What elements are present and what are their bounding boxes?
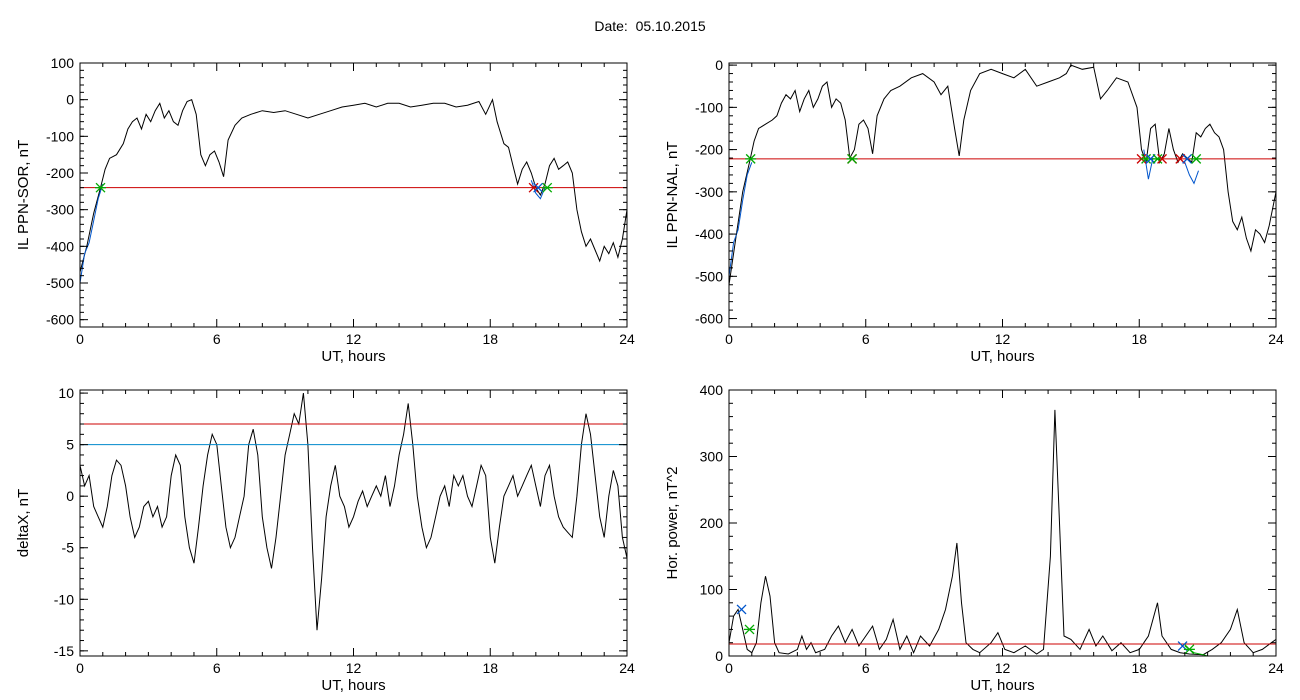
- marker-3: [846, 153, 858, 164]
- x-tick-label: 18: [482, 331, 498, 347]
- marker-1: [745, 153, 757, 164]
- y-tick-label: -5: [62, 540, 75, 556]
- y-tick-label: -400: [695, 226, 723, 242]
- x-tick-label: 12: [346, 660, 362, 676]
- series-line-2: [79, 183, 104, 284]
- y-tick-label: 300: [700, 449, 724, 465]
- y-tick-label: 0: [715, 648, 723, 664]
- y-tick-label: -400: [46, 238, 74, 254]
- y-tick-label: -500: [46, 275, 74, 291]
- y-tick-label: -15: [54, 643, 74, 659]
- y-tick-label: 10: [58, 385, 74, 401]
- marker-4: [541, 182, 553, 193]
- x-tick-label: 24: [619, 660, 635, 676]
- y-axis-label: deltaX, nT: [15, 489, 32, 557]
- x-axis-label: UT, hours: [970, 348, 1034, 365]
- x-tick-label: 0: [725, 331, 733, 347]
- x-tick-label: 24: [1268, 331, 1284, 347]
- chart-panel-1: 0 6 12 18 24 100 0 -100 -200 -300 -400 -500 -600 UT, …: [15, 55, 635, 365]
- y-tick-label: -600: [46, 312, 74, 328]
- y-tick-label: -200: [695, 142, 723, 158]
- y-axis-label: Hor. power, nT^2: [664, 467, 681, 580]
- x-tick-label: 0: [725, 660, 733, 676]
- x-tick-label: 24: [619, 331, 635, 347]
- x-axis-label: UT, hours: [321, 348, 385, 365]
- x-tick-label: 6: [213, 331, 221, 347]
- series-line-4: [1184, 162, 1199, 185]
- plot-frame: [728, 62, 1277, 328]
- y-tick-label: -300: [695, 184, 723, 200]
- plot-frame: [79, 389, 628, 657]
- series-line-1: [79, 98, 628, 273]
- plot-frame: [728, 389, 1277, 657]
- y-tick-label: -300: [46, 202, 74, 218]
- x-tick-label: 18: [1131, 331, 1147, 347]
- y-tick-label: 100: [700, 582, 724, 598]
- series-line-2: [728, 162, 753, 277]
- x-tick-label: 0: [76, 331, 84, 347]
- marker-8: [1157, 153, 1168, 164]
- x-axis-label: UT, hours: [321, 677, 385, 694]
- x-tick-label: 12: [995, 660, 1011, 676]
- series-line-3: [1143, 149, 1154, 180]
- marker-2: [744, 624, 756, 635]
- y-tick-label: -200: [46, 165, 74, 181]
- y-tick-label: -600: [695, 311, 723, 327]
- series-line-1: [728, 64, 1277, 285]
- x-tick-label: 0: [76, 660, 84, 676]
- chart-panel-4: 0 6 12 18 24 400 300 200 100 0 UT, hours Hor. power…: [664, 382, 1284, 694]
- y-axis-label: IL PPN-SOR, nT: [15, 140, 32, 250]
- marker-1: [736, 604, 747, 615]
- chart-panel-3: 0 6 12 18 24 10 5 0 -5 -10 -15 UT, hours deltaX, nT: [15, 385, 635, 694]
- y-tick-label: 0: [715, 57, 723, 73]
- x-tick-label: 6: [862, 331, 870, 347]
- x-tick-label: 12: [995, 331, 1011, 347]
- y-tick-label: -500: [695, 268, 723, 284]
- y-tick-label: 200: [700, 515, 724, 531]
- x-axis-label: UT, hours: [970, 677, 1034, 694]
- y-tick-label: -10: [54, 591, 74, 607]
- page-title: Date: 05.10.2015: [594, 18, 706, 34]
- x-tick-label: 6: [862, 660, 870, 676]
- series-line-1: [728, 409, 1277, 656]
- y-tick-label: -100: [695, 99, 723, 115]
- x-tick-label: 18: [1131, 660, 1147, 676]
- marker-1: [95, 182, 107, 193]
- y-tick-label: 0: [66, 488, 74, 504]
- marker-4: [1183, 644, 1195, 655]
- x-tick-label: 18: [482, 660, 498, 676]
- y-tick-label: -100: [46, 128, 74, 144]
- chart-panel-2: 0 6 12 18 24 0 -100 -200 -300 -400 -500 -600 UT, hou…: [664, 57, 1284, 365]
- y-tick-label: 5: [66, 437, 74, 453]
- marker-2: [528, 182, 539, 193]
- marker-3: [533, 182, 544, 193]
- x-tick-label: 6: [213, 660, 221, 676]
- x-tick-label: 24: [1268, 660, 1284, 676]
- y-axis-label: IL PPN-NAL, nT: [664, 142, 681, 249]
- plot-frame: [79, 62, 628, 328]
- marker-10: [1182, 153, 1193, 164]
- x-tick-label: 12: [346, 331, 362, 347]
- series-line-1: [79, 393, 628, 631]
- y-tick-label: 100: [51, 55, 75, 71]
- marker-11: [1190, 153, 1202, 164]
- y-tick-label: 0: [66, 92, 74, 108]
- y-tick-label: 400: [700, 382, 724, 398]
